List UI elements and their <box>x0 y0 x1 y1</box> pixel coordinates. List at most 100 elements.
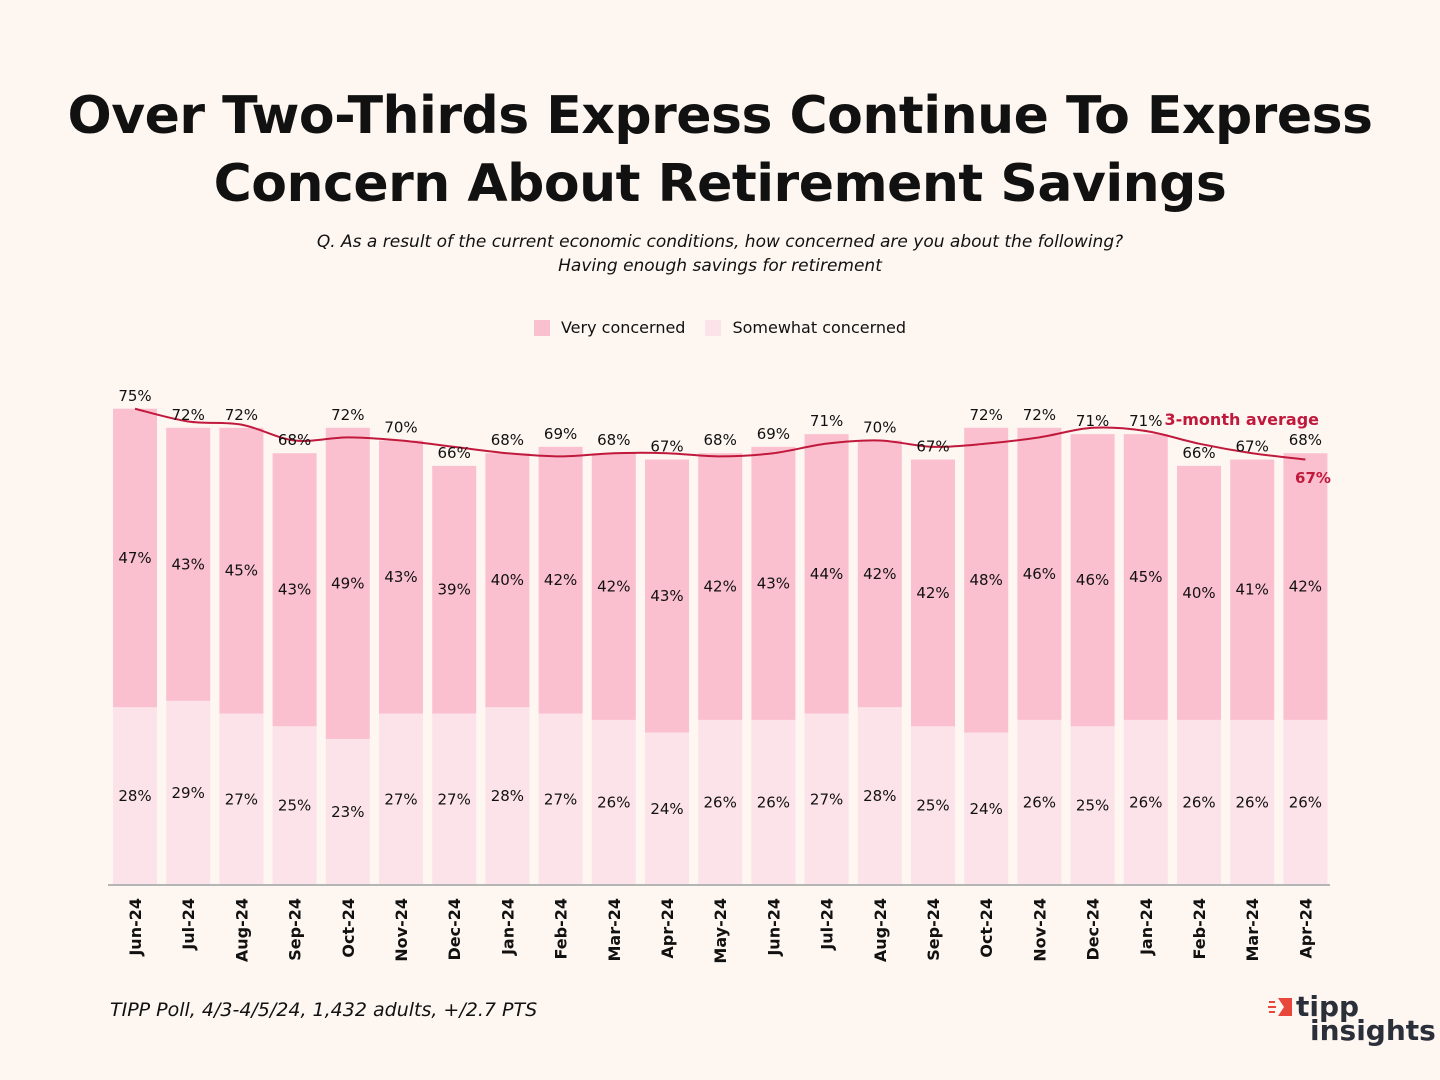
data-label-somewhat: 26% <box>1236 793 1269 811</box>
bar-very <box>1017 427 1062 720</box>
data-label-total: 68% <box>491 431 524 449</box>
bar-very <box>645 459 689 733</box>
data-label-somewhat: 27% <box>225 790 258 808</box>
bar-somewhat <box>751 719 796 885</box>
data-label-total: 70% <box>863 419 896 437</box>
tipp-insights-logo: tipp insights <box>1268 990 1436 1052</box>
average-end-label: 67% <box>1295 469 1331 487</box>
bar-very <box>1230 459 1275 720</box>
bar-very <box>857 440 902 708</box>
bar-somewhat <box>219 713 264 885</box>
bar-very <box>1177 465 1221 720</box>
legend-swatch-very <box>533 319 550 336</box>
bar-somewhat <box>964 732 1009 885</box>
bar-very <box>432 465 477 714</box>
data-label-total: 67% <box>916 438 949 456</box>
data-label-total: 67% <box>650 438 683 456</box>
x-tick-label: Jul-24 <box>179 898 198 951</box>
data-label-very: 46% <box>1076 571 1109 589</box>
footer-source: TIPP Poll, 4/3-4/5/24, 1,432 adults, +/2… <box>110 999 538 1021</box>
bar-very <box>219 427 264 714</box>
axis-layer: Jun-24 Jul-24 Aug-24 Sep-24 Oct-24 Nov-24 Dec-… <box>108 884 1330 964</box>
data-label-very: 42% <box>916 584 949 602</box>
bar-very <box>113 408 157 708</box>
logo-text-bottom: insights <box>1310 1014 1436 1047</box>
data-label-very: 43% <box>278 581 311 599</box>
bar-very <box>272 453 317 727</box>
data-label-total: 72% <box>331 406 364 424</box>
bar-somewhat <box>485 707 530 885</box>
x-tick-label: Apr-24 <box>658 898 677 959</box>
data-label-total: 70% <box>384 419 417 437</box>
data-label-total: 66% <box>1182 444 1215 462</box>
x-tick-label: Aug-24 <box>871 898 890 962</box>
data-label-very: 42% <box>597 578 630 596</box>
bar-somewhat <box>804 713 849 885</box>
data-label-total: 72% <box>172 406 205 424</box>
labels-layer: 28% 47% 75% 29% 43% 72% 27% 45% 72% 25% 43% 68% 23% 4… <box>118 387 1322 821</box>
legend-swatch-somewhat <box>705 319 722 336</box>
data-label-total: 72% <box>225 406 258 424</box>
data-label-somewhat: 23% <box>331 803 364 821</box>
x-tick-label: Mar-24 <box>1243 898 1262 962</box>
bar-somewhat <box>911 726 955 885</box>
bar-somewhat <box>857 707 902 885</box>
average-line <box>134 407 1306 461</box>
data-label-somewhat: 24% <box>970 800 1003 818</box>
bar-somewhat <box>645 732 689 885</box>
data-label-somewhat: 28% <box>491 787 524 805</box>
data-label-very: 42% <box>544 571 577 589</box>
bar-somewhat <box>698 719 743 885</box>
bar-very <box>379 440 423 714</box>
data-label-somewhat: 25% <box>916 797 949 815</box>
data-label-somewhat: 28% <box>863 787 896 805</box>
bar-very <box>911 459 955 727</box>
bar-somewhat <box>113 707 157 885</box>
data-label-very: 46% <box>1023 565 1056 583</box>
bar-very <box>698 453 743 720</box>
data-label-total: 68% <box>704 431 737 449</box>
bar-somewhat <box>591 719 636 885</box>
x-tick-label: Mar-24 <box>605 898 624 962</box>
data-label-somewhat: 26% <box>597 793 630 811</box>
bars-layer <box>113 408 1328 885</box>
x-tick-label: Sep-24 <box>286 898 305 961</box>
chart-subtitle: Q. As a result of the current economic c… <box>0 230 1440 278</box>
data-label-total: 71% <box>1076 412 1109 430</box>
data-label-total: 71% <box>810 412 843 430</box>
data-label-somewhat: 27% <box>544 790 577 808</box>
average-layer: 3-month average 67% <box>134 407 1331 487</box>
logo-text-top: tipp <box>1296 990 1360 1023</box>
data-label-somewhat: 26% <box>1023 793 1056 811</box>
average-line-label: 3-month average <box>1164 410 1319 429</box>
x-tick-label: Dec-24 <box>445 898 464 961</box>
bar-very <box>538 446 583 714</box>
x-tick-label: Feb-24 <box>1190 898 1209 960</box>
x-tick-label: Apr-24 <box>1296 898 1315 959</box>
subtitle-line-2: Having enough savings for retirement <box>558 256 882 276</box>
x-tick-label: Feb-24 <box>552 898 571 960</box>
data-label-total: 69% <box>544 425 577 443</box>
bar-somewhat <box>379 713 423 885</box>
x-tick-label: Jan-24 <box>498 898 517 956</box>
data-label-somewhat: 26% <box>1289 793 1322 811</box>
x-tick-label: Jan-24 <box>1137 898 1156 956</box>
logo-mark-icon <box>1268 998 1292 1016</box>
data-label-somewhat: 26% <box>704 793 737 811</box>
data-label-somewhat: 26% <box>1182 793 1215 811</box>
x-tick-label: Dec-24 <box>1084 898 1103 961</box>
bar-somewhat <box>538 713 583 885</box>
data-label-total: 66% <box>438 444 471 462</box>
data-label-very: 42% <box>863 565 896 583</box>
data-label-total: 67% <box>1236 438 1269 456</box>
data-label-very: 40% <box>1182 584 1215 602</box>
x-tick-label: Aug-24 <box>232 898 251 962</box>
x-tick-label: Oct-24 <box>339 898 358 958</box>
x-tick-label: May-24 <box>711 898 730 964</box>
data-label-somewhat: 25% <box>278 797 311 815</box>
data-label-somewhat: 29% <box>172 784 205 802</box>
bar-very <box>804 434 849 714</box>
title-line-2: Concern About Retirement Savings <box>213 154 1227 214</box>
data-label-very: 40% <box>491 571 524 589</box>
data-label-somewhat: 26% <box>1129 793 1162 811</box>
